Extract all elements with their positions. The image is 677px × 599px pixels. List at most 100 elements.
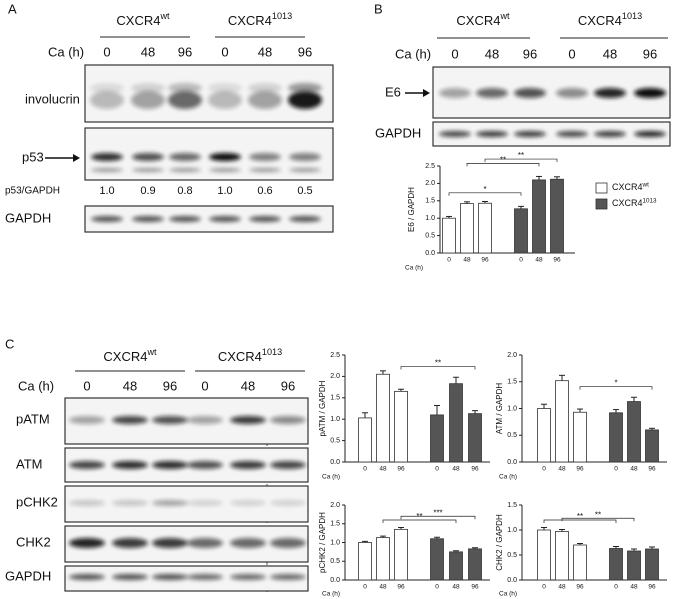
- blot-label: GAPDH: [375, 125, 421, 140]
- blot-band: [230, 500, 266, 506]
- significance-bracket: [561, 517, 635, 522]
- blot-band: [112, 461, 148, 469]
- blot-band: [112, 500, 148, 506]
- blot-band: [230, 574, 266, 580]
- y-tick-label: 1.0: [507, 405, 517, 412]
- ratio-value: 0.5: [297, 185, 312, 197]
- x-tick-label: 96: [481, 257, 489, 264]
- y-tick-label: 1.0: [330, 416, 340, 423]
- bar: [442, 217, 456, 254]
- group-header: CXCR4wt: [103, 347, 157, 364]
- x-tick-label: 0: [435, 466, 439, 473]
- blot-band: [187, 538, 223, 548]
- blot-band: [230, 461, 266, 469]
- y-tick-label: 2.0: [425, 180, 435, 187]
- blot-band: [289, 153, 321, 161]
- blot-band: [634, 88, 666, 98]
- significance-bracket: [579, 386, 653, 390]
- arrow-head: [73, 154, 80, 162]
- bar: [430, 414, 444, 463]
- bar: [532, 179, 546, 254]
- blot-band: [169, 153, 201, 161]
- y-tick-label: 1.0: [425, 215, 435, 222]
- blot-band: [187, 500, 223, 506]
- y-axis-label: ATM / GAPDH: [495, 383, 504, 435]
- y-axis-label: pCHK2 / GAPDH: [318, 512, 327, 573]
- bar: [468, 413, 482, 463]
- panel-letter: B: [374, 1, 383, 16]
- x-axis-label: Ca (h): [499, 591, 517, 598]
- blot-band: [152, 461, 188, 469]
- blot-label: involucrin: [25, 91, 80, 106]
- blot-band: [476, 131, 508, 137]
- label-base: CXCR4: [578, 13, 622, 28]
- blot-box: [432, 66, 671, 119]
- y-axis-label: E6 / GAPDH: [407, 187, 416, 232]
- group-header: CXCR41013: [578, 11, 642, 28]
- blot-band: [289, 168, 321, 172]
- blot-box: [432, 121, 671, 147]
- bar: [460, 203, 474, 254]
- blot-band: [270, 500, 306, 506]
- blot-band: [270, 574, 306, 580]
- blot-band: [634, 131, 666, 137]
- blot-band: [248, 91, 282, 109]
- x-tick-label: 48: [379, 466, 387, 473]
- blot-band: [270, 416, 306, 424]
- blot-band: [249, 168, 281, 172]
- y-tick-label: 0.5: [330, 558, 340, 565]
- x-tick-label: 96: [471, 584, 479, 591]
- x-tick-label: 96: [576, 584, 584, 591]
- blot-band: [131, 91, 165, 109]
- time-value: 48: [123, 378, 137, 393]
- y-tick-label: 1.5: [425, 198, 435, 205]
- blot-band: [514, 131, 546, 137]
- panel-letter: C: [5, 336, 14, 351]
- significance-bracket: [543, 519, 617, 523]
- blot-band: [112, 416, 148, 424]
- blot-band: [230, 416, 266, 424]
- bar: [449, 383, 463, 463]
- x-tick-label: 0: [542, 466, 546, 473]
- blot-band: [91, 168, 123, 172]
- blot-band: [187, 461, 223, 469]
- blot-band: [168, 91, 202, 109]
- bar: [376, 537, 390, 581]
- blot-label: pCHK2: [16, 494, 58, 509]
- y-tick-label: 2.5: [330, 352, 340, 359]
- significance-bracket: [400, 515, 476, 520]
- time-value: 96: [163, 378, 177, 393]
- y-tick-label: 2.5: [425, 163, 435, 170]
- time-value: 96: [178, 44, 192, 59]
- ratio-value: 0.6: [257, 185, 272, 197]
- blot-label: GAPDH: [5, 210, 51, 225]
- blot-band: [208, 91, 242, 109]
- bar: [514, 208, 528, 254]
- x-tick-label: 0: [519, 257, 523, 264]
- legend-label: CXCR4wt: [612, 181, 649, 192]
- blot-band: [209, 216, 241, 222]
- bar: [394, 390, 408, 463]
- blot-box: [64, 565, 309, 592]
- legend-label: CXCR41013: [612, 197, 657, 208]
- significance-bracket: [400, 366, 476, 370]
- ratio-value: 0.8: [177, 185, 192, 197]
- group-header: CXCR4wt: [456, 11, 510, 28]
- x-tick-label: 48: [630, 466, 638, 473]
- x-tick-label: 0: [542, 584, 546, 591]
- blot-band: [152, 574, 188, 580]
- blot-band: [270, 538, 306, 548]
- y-tick-label: 2.0: [507, 352, 517, 359]
- x-axis-label: Ca (h): [499, 474, 517, 481]
- bar: [394, 528, 408, 581]
- blot-band: [112, 574, 148, 580]
- blot-band: [288, 91, 322, 109]
- label-sup: 1013: [643, 197, 658, 204]
- blot-smear: [208, 83, 242, 93]
- blot-band: [112, 538, 148, 548]
- time-value: 48: [485, 46, 499, 61]
- blot-band: [594, 88, 626, 98]
- blot-band: [556, 131, 588, 137]
- time-value: 0: [221, 44, 228, 59]
